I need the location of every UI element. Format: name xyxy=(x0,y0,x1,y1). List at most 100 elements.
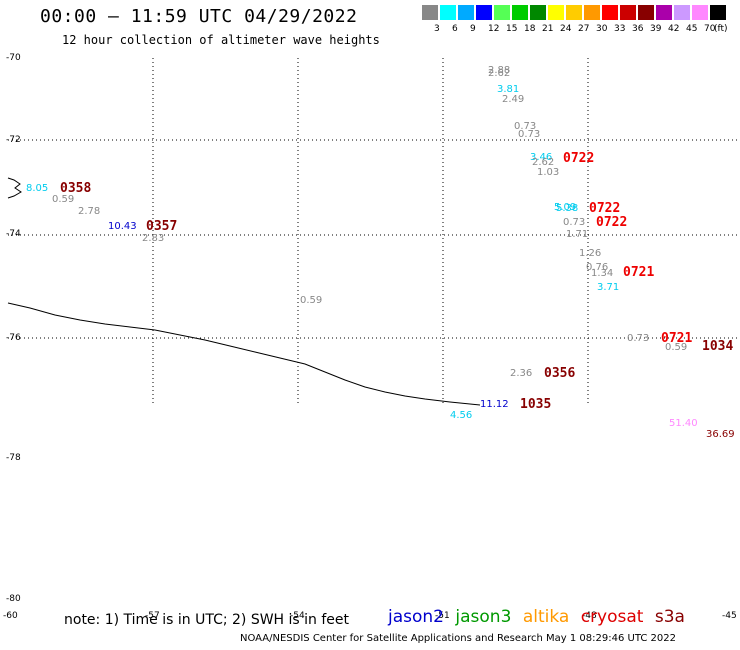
wave-height-reading: 0.59 xyxy=(52,194,74,205)
lat-label: -78 xyxy=(6,453,21,463)
wave-height-reading: 0.73 xyxy=(627,333,649,344)
wave-height-reading: 0.73 xyxy=(514,121,536,132)
pass-time-label: 0722 xyxy=(596,215,627,230)
legend-label: 30 xyxy=(596,24,608,34)
legend-label: 70 xyxy=(704,24,716,34)
legend-swatch xyxy=(422,5,439,20)
wave-height-reading: 0.73 xyxy=(563,217,585,228)
pass-time-label: 1035 xyxy=(520,397,551,412)
lat-label: -72 xyxy=(6,135,21,145)
satellite-name-jason2: jason2 xyxy=(388,607,444,627)
lat-label: -80 xyxy=(6,594,21,604)
wave-height-reading: 51.40 xyxy=(669,418,698,429)
wave-height-reading: 3.46 xyxy=(530,152,552,163)
legend-label: 36 xyxy=(632,24,644,34)
wave-height-reading: 2.83 xyxy=(142,233,164,244)
legend-swatch xyxy=(566,5,583,20)
legend-label: 15 xyxy=(506,24,518,34)
pass-time-label: 0722 xyxy=(589,201,620,216)
satellite-name-s3a: s3a xyxy=(654,607,685,627)
legend-swatch xyxy=(584,5,601,20)
legend-label: 12 xyxy=(488,24,500,34)
wave-height-reading: 36.69 xyxy=(706,429,735,440)
legend-swatch xyxy=(620,5,637,20)
legend-swatch xyxy=(476,5,493,20)
legend-swatch xyxy=(656,5,673,20)
wave-height-reading: 4.56 xyxy=(450,410,472,421)
island-coastline xyxy=(7,177,22,199)
legend-unit: (ft) xyxy=(714,24,728,34)
lon-label: -60 xyxy=(3,611,18,621)
pass-time-label: 0358 xyxy=(60,181,91,196)
legend-swatch xyxy=(494,5,511,20)
legend-label: 24 xyxy=(560,24,572,34)
footer-credit: NOAA/NESDIS Center for Satellite Applica… xyxy=(240,633,676,644)
pass-times-layer: 0722 0722 0722 0721 0721 0358 0357 0356 … xyxy=(60,151,733,412)
lat-label: -76 xyxy=(6,333,21,343)
wave-height-reading: 1.71 xyxy=(566,229,588,240)
lat-label: -70 xyxy=(6,53,21,63)
pass-time-label: 1034 xyxy=(702,339,733,354)
wave-height-reading: 0.73 xyxy=(518,129,540,140)
wave-height-reading: 0.59 xyxy=(665,342,687,353)
footer-note: note: 1) Time is in UTC; 2) SWH is in fe… xyxy=(64,612,350,628)
legend-label: 45 xyxy=(686,24,698,34)
coastline xyxy=(7,302,481,406)
wave-height-reading: 2.49 xyxy=(502,94,524,105)
wave-height-reading: 1.03 xyxy=(537,167,559,178)
satellite-legend: jason2 jason3 altika cryosat s3a xyxy=(388,607,691,627)
wave-height-reading: 8.05 xyxy=(26,183,48,194)
wave-height-reading: 3.71 xyxy=(597,282,619,293)
lat-label: -74 xyxy=(6,229,21,239)
pass-time-label: 0356 xyxy=(544,366,575,381)
lon-label: -45 xyxy=(722,611,737,621)
pass-time-label: 0357 xyxy=(146,219,177,234)
wave-height-reading: 2.62 xyxy=(488,68,510,79)
wave-height-reading: 1.26 xyxy=(579,248,601,259)
page-subtitle: 12 hour collection of altimeter wave hei… xyxy=(62,33,380,47)
legend-label: 27 xyxy=(578,24,590,34)
pass-time-label: 0721 xyxy=(623,265,654,280)
legend-swatch xyxy=(548,5,565,20)
page-title: 00:00 – 11:59 UTC 04/29/2022 xyxy=(40,6,358,27)
wave-height-reading: 5.38 xyxy=(556,203,578,214)
lat-labels: -70 -72 -74 -76 -78 -80 xyxy=(6,53,21,604)
legend-label: 21 xyxy=(542,24,554,34)
wave-height-reading: 2.62 xyxy=(532,157,554,168)
wave-height-reading: 0.76 xyxy=(586,262,608,273)
wave-height-reading: 2.78 xyxy=(78,206,100,217)
satellite-name-jason3: jason3 xyxy=(455,607,512,627)
lon-label: -54 xyxy=(290,611,305,621)
legend-swatch xyxy=(602,5,619,20)
legend-swatch xyxy=(710,5,727,20)
lon-label: -48 xyxy=(582,611,597,621)
wave-height-reading: 10.43 xyxy=(108,221,137,232)
legend-swatch xyxy=(674,5,691,20)
legend-label: 33 xyxy=(614,24,626,34)
satellite-name-altika: altika xyxy=(522,607,570,627)
pass-time-label: 0722 xyxy=(563,151,594,166)
wave-height-reading: 3.81 xyxy=(497,84,519,95)
wave-height-reading: 5.09 xyxy=(554,202,576,213)
legend-swatch xyxy=(638,5,655,20)
legend-swatch xyxy=(512,5,529,20)
lon-label: -57 xyxy=(145,611,160,621)
satellite-name-cryosat: cryosat xyxy=(580,607,644,627)
observations-layer: 2.88 2.62 3.81 2.49 0.73 0.73 3.46 2.62 … xyxy=(26,65,735,440)
pass-time-label: 0721 xyxy=(661,331,692,346)
legend-label: 18 xyxy=(524,24,536,34)
legend-swatch xyxy=(440,5,457,20)
lon-label: -51 xyxy=(435,611,450,621)
wave-height-reading: 1.34 xyxy=(591,268,613,279)
legend-label: 3 xyxy=(434,24,440,34)
legend-swatch xyxy=(458,5,475,20)
legend-label: 39 xyxy=(650,24,662,34)
lon-labels: -60 -57 -54 -51 -48 -45 xyxy=(3,611,737,621)
legend-swatch xyxy=(530,5,547,20)
wave-height-reading: 11.12 xyxy=(480,399,509,410)
wave-height-reading: 2.88 xyxy=(488,65,510,76)
legend-label: 6 xyxy=(452,24,458,34)
legend-label: 42 xyxy=(668,24,680,34)
legend-label: 9 xyxy=(470,24,476,34)
